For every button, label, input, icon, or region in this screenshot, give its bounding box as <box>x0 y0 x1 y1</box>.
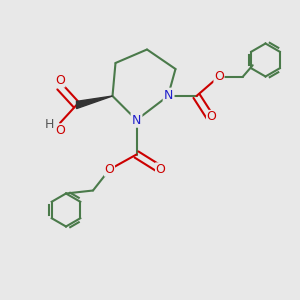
Text: O: O <box>55 74 65 87</box>
Text: O: O <box>156 163 165 176</box>
Text: O: O <box>207 110 216 124</box>
Polygon shape <box>76 96 112 109</box>
Text: N: N <box>164 89 173 102</box>
Text: O: O <box>214 70 224 83</box>
Text: N: N <box>132 113 141 127</box>
Text: H: H <box>45 118 54 131</box>
Text: O: O <box>105 163 114 176</box>
Text: O: O <box>55 124 65 137</box>
